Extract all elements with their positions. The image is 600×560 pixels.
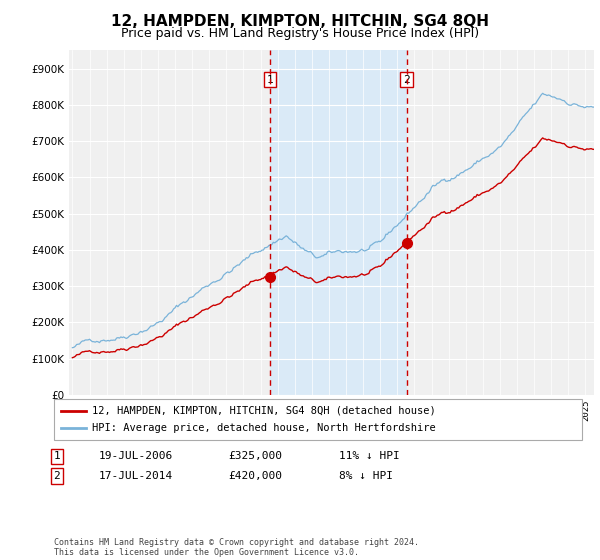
Text: 2: 2	[53, 471, 61, 481]
Text: Price paid vs. HM Land Registry's House Price Index (HPI): Price paid vs. HM Land Registry's House …	[121, 27, 479, 40]
Text: £325,000: £325,000	[228, 451, 282, 461]
Text: 11% ↓ HPI: 11% ↓ HPI	[339, 451, 400, 461]
Text: 8% ↓ HPI: 8% ↓ HPI	[339, 471, 393, 481]
Text: 1: 1	[266, 74, 273, 85]
Text: 2: 2	[403, 74, 410, 85]
Text: 19-JUL-2006: 19-JUL-2006	[99, 451, 173, 461]
Text: 12, HAMPDEN, KIMPTON, HITCHIN, SG4 8QH (detached house): 12, HAMPDEN, KIMPTON, HITCHIN, SG4 8QH (…	[92, 405, 436, 416]
Text: Contains HM Land Registry data © Crown copyright and database right 2024.
This d: Contains HM Land Registry data © Crown c…	[54, 538, 419, 557]
Text: 12, HAMPDEN, KIMPTON, HITCHIN, SG4 8QH: 12, HAMPDEN, KIMPTON, HITCHIN, SG4 8QH	[111, 14, 489, 29]
Text: HPI: Average price, detached house, North Hertfordshire: HPI: Average price, detached house, Nort…	[92, 423, 436, 433]
Text: £420,000: £420,000	[228, 471, 282, 481]
Bar	[270, 50, 407, 395]
Text: 1: 1	[53, 451, 61, 461]
Text: 17-JUL-2014: 17-JUL-2014	[99, 471, 173, 481]
